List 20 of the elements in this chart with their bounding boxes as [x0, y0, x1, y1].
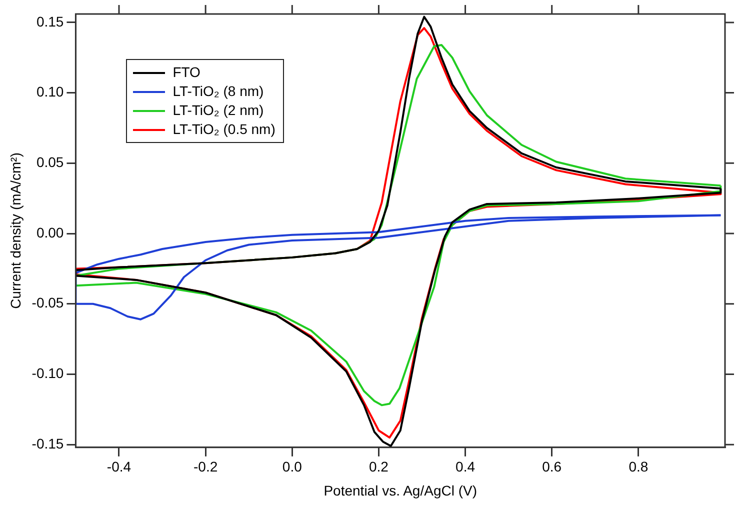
y-tick-label: 0.10	[36, 84, 64, 100]
x-tick-label: 0.4	[456, 458, 476, 475]
y-tick-label: -0.05	[32, 294, 64, 311]
x-tick-label: 0.6	[542, 458, 562, 475]
x-tick-label: 0.8	[628, 458, 648, 475]
y-tick-label: -0.10	[32, 365, 64, 382]
y-tick-label: 0.00	[36, 224, 64, 240]
legend-label: FTO	[172, 63, 200, 82]
y-tick-label: -0.15	[32, 435, 64, 452]
legend-label: LT-TiO₂ (8 nm)	[172, 82, 264, 101]
x-tick-label: 0.0	[282, 458, 302, 475]
y-axis-title: Current density (mA/cm²)	[7, 152, 24, 309]
legend-label: LT-TiO₂ (0.5 nm)	[172, 120, 276, 139]
legend-label: LT-TiO₂ (2 nm)	[172, 101, 264, 120]
y-tick-label: 0.05	[36, 154, 64, 170]
x-tick-label: -0.4	[106, 458, 132, 475]
x-tick-label: 0.2	[368, 458, 389, 475]
x-tick-label: -0.2	[194, 458, 218, 475]
x-axis-title: Potential vs. Ag/AgCl (V)	[324, 482, 478, 498]
y-tick-label: 0.15	[36, 13, 64, 30]
